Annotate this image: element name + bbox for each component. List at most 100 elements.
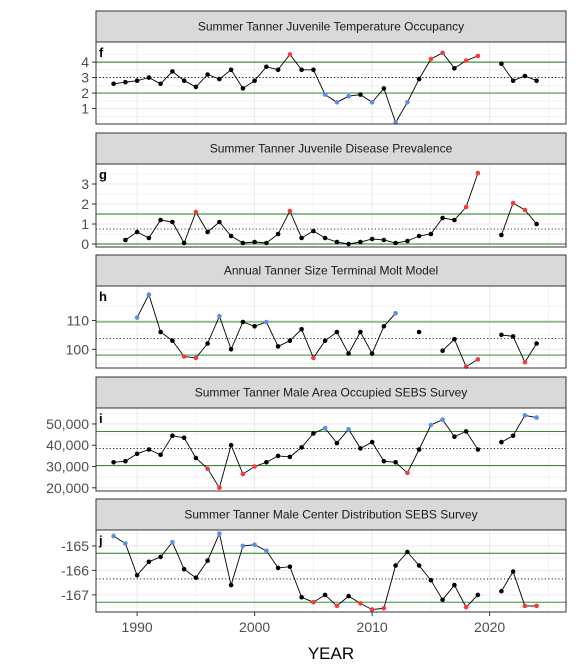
- data-point: [369, 439, 375, 445]
- data-point: [334, 329, 340, 335]
- x-axis-title: YEAR: [308, 644, 354, 663]
- data-point: [287, 454, 293, 460]
- data-point: [181, 78, 187, 83]
- data-point: [158, 329, 163, 335]
- y-tick-label: 40,000: [46, 437, 89, 453]
- data-point: [264, 64, 269, 70]
- data-point: [405, 549, 410, 555]
- data-point: [252, 239, 257, 245]
- data-point: [499, 588, 504, 594]
- data-point: [510, 200, 516, 206]
- data-point: [510, 334, 516, 339]
- data-point: [428, 56, 434, 62]
- data-point: [416, 447, 422, 452]
- data-point: [381, 324, 387, 329]
- data-point: [240, 319, 246, 325]
- data-point: [452, 66, 457, 71]
- data-point: [134, 451, 140, 457]
- data-point: [416, 233, 422, 239]
- y-tick-label: 110: [67, 313, 90, 329]
- data-point: [264, 548, 269, 554]
- data-point: [440, 417, 445, 423]
- series-line: [113, 52, 537, 124]
- data-point: [499, 61, 504, 66]
- data-point: [475, 592, 481, 598]
- strip-background: [95, 254, 567, 287]
- data-point: [111, 460, 116, 465]
- strip-background: [95, 376, 567, 409]
- data-point: [252, 464, 257, 469]
- data-point: [146, 559, 152, 565]
- data-point: [193, 209, 199, 215]
- data-point: [475, 447, 481, 452]
- data-point: [452, 336, 457, 342]
- panel-tag: i: [99, 411, 103, 426]
- data-point: [193, 84, 199, 90]
- data-point: [134, 573, 140, 578]
- data-point: [287, 208, 293, 214]
- strip-background: [95, 10, 567, 43]
- data-point: [534, 603, 539, 609]
- data-point: [463, 429, 469, 434]
- data-point: [405, 100, 410, 105]
- data-point: [522, 359, 528, 365]
- data-point: [440, 348, 445, 354]
- data-point: [334, 440, 340, 446]
- data-point: [393, 311, 398, 316]
- data-point: [522, 603, 528, 609]
- data-point: [534, 221, 539, 227]
- y-tick-label: 2: [81, 196, 89, 212]
- panel-border: [95, 285, 567, 369]
- data-point: [334, 239, 340, 245]
- data-point: [111, 81, 116, 87]
- data-point: [170, 433, 175, 439]
- data-point: [240, 471, 246, 477]
- data-point: [452, 434, 457, 440]
- data-point: [428, 577, 434, 583]
- panel-tag: h: [99, 289, 107, 304]
- data-point: [228, 233, 234, 239]
- series-line: [113, 532, 537, 611]
- data-point: [264, 240, 269, 246]
- y-tick-label: 1: [81, 101, 89, 117]
- data-point: [170, 338, 175, 344]
- data-point: [111, 533, 116, 539]
- data-point: [170, 69, 175, 74]
- data-point: [275, 453, 281, 459]
- data-point: [522, 207, 528, 213]
- data-point: [440, 50, 445, 56]
- data-point: [534, 341, 539, 346]
- data-point: [311, 599, 316, 605]
- data-point: [416, 563, 422, 568]
- data-point: [428, 422, 434, 428]
- data-point: [358, 601, 363, 606]
- data-point: [522, 413, 528, 418]
- y-tick-label: -165: [61, 538, 89, 554]
- data-point: [534, 78, 539, 83]
- data-point: [252, 78, 257, 83]
- data-point: [146, 292, 152, 297]
- data-point: [275, 565, 281, 571]
- data-point: [228, 582, 234, 588]
- y-tick-label: 0: [81, 236, 89, 252]
- strip-title: Summer Tanner Juvenile Disease Prevalenc…: [210, 142, 453, 156]
- data-point: [299, 67, 304, 73]
- data-point: [369, 607, 375, 612]
- y-tick-label: 30,000: [46, 459, 89, 475]
- data-point: [123, 79, 128, 85]
- data-point: [334, 100, 340, 105]
- panel-border: [95, 163, 567, 248]
- data-point: [534, 415, 539, 420]
- strip-title: Summer Tanner Male Center Distribution S…: [184, 508, 477, 522]
- data-point: [510, 78, 516, 83]
- data-point: [193, 455, 199, 461]
- data-point: [322, 338, 328, 344]
- data-point: [311, 431, 316, 436]
- data-point: [287, 338, 293, 344]
- data-point: [299, 235, 304, 241]
- data-point: [416, 329, 422, 335]
- data-point: [452, 217, 457, 223]
- data-point: [205, 466, 210, 472]
- data-point: [311, 228, 316, 234]
